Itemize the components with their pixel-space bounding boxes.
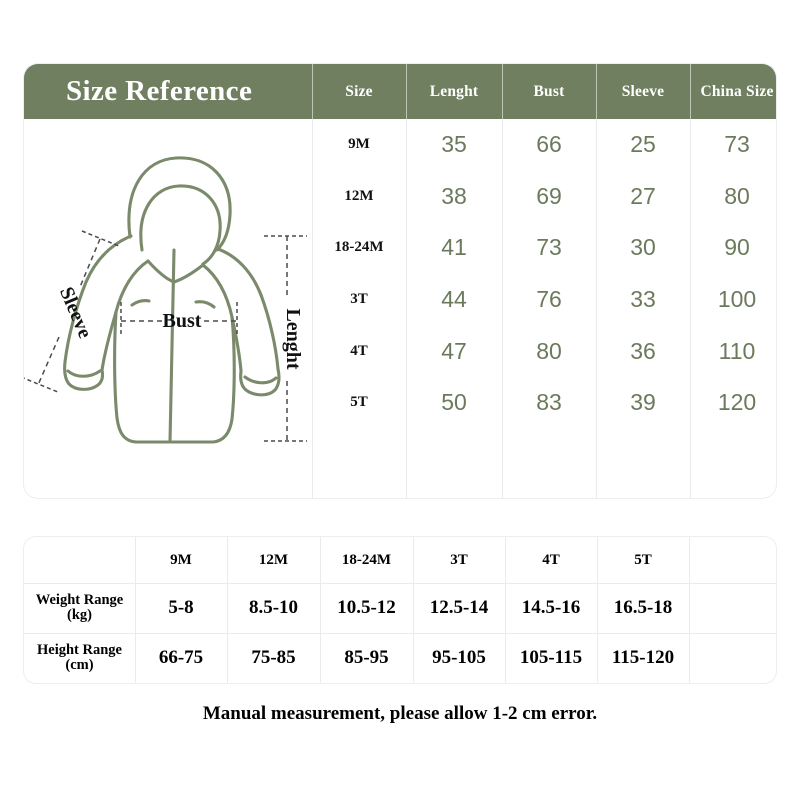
table-row-size: 3T <box>312 274 406 326</box>
bottom-column-header-12m: 12M <box>227 537 320 583</box>
page-title: Size Reference <box>66 75 253 107</box>
table-row-size: 4T <box>312 325 406 377</box>
height-value-9m: 66-75 <box>135 633 227 683</box>
manual-measurement-note: Manual measurement, please allow 1-2 cm … <box>202 703 598 724</box>
table-row-sleeve: 33 <box>596 274 690 326</box>
bust-annotation-label: Bust <box>163 310 202 332</box>
table-row-bust: 69 <box>502 171 596 223</box>
column-header-china-size: China Size <box>690 64 776 119</box>
weight-value-3t: 12.5-14 <box>413 583 505 633</box>
table-row-sleeve: 30 <box>596 222 690 274</box>
table-row-lenght: 38 <box>406 171 502 223</box>
height-value-18-24m: 85-95 <box>320 633 413 683</box>
height-value-3t: 95-105 <box>413 633 505 683</box>
bottom-column-header-9m: 9M <box>135 537 227 583</box>
size-reference-title: Size Reference <box>24 64 312 119</box>
bottom-column-header-3t: 3T <box>413 537 505 583</box>
table-filler-cell <box>502 429 596 498</box>
bottom-column-header-18-24m: 18-24M <box>320 537 413 583</box>
weight-value-5t: 16.5-18 <box>597 583 689 633</box>
table-row-china-size: 80 <box>690 171 776 223</box>
table-row-sleeve: 25 <box>596 119 690 171</box>
height-value-12m: 75-85 <box>227 633 320 683</box>
table-row-china-size: 73 <box>690 119 776 171</box>
column-header-bust: Bust <box>502 64 596 119</box>
weight-value-12m: 8.5-10 <box>227 583 320 633</box>
table-row-bust: 83 <box>502 377 596 429</box>
hooded-jacket-diagram: Bust Lenght <box>24 119 312 498</box>
table-row-size: 18-24M <box>312 222 406 274</box>
table-row-lenght: 47 <box>406 325 502 377</box>
height-value-5t: 115-120 <box>597 633 689 683</box>
table-row-china-size: 110 <box>690 325 776 377</box>
bottom-column-header-5t: 5T <box>597 537 689 583</box>
table-row-size: 5T <box>312 377 406 429</box>
bottom-column-header-4t: 4T <box>505 537 597 583</box>
table-row-lenght: 35 <box>406 119 502 171</box>
bottom-table-empty-column <box>689 537 776 583</box>
column-header-size: Size <box>312 64 406 119</box>
table-row-bust: 76 <box>502 274 596 326</box>
table-row-size: 12M <box>312 171 406 223</box>
bottom-table-empty-column <box>689 633 776 683</box>
table-row-sleeve: 27 <box>596 171 690 223</box>
sleeve-annotation-label: Sleeve <box>55 284 96 342</box>
table-filler-cell <box>406 429 502 498</box>
table-row-lenght: 50 <box>406 377 502 429</box>
lenght-annotation-label: Lenght <box>282 308 304 369</box>
weight-value-4t: 14.5-16 <box>505 583 597 633</box>
height-value-4t: 105-115 <box>505 633 597 683</box>
table-row-china-size: 100 <box>690 274 776 326</box>
table-filler-cell <box>690 429 776 498</box>
bottom-table-empty-column <box>689 583 776 633</box>
column-header-lenght: Lenght <box>406 64 502 119</box>
table-filler-cell <box>596 429 690 498</box>
row-label-height-range: Height Range (cm) <box>24 633 135 683</box>
table-row-lenght: 41 <box>406 222 502 274</box>
table-row-size: 9M <box>312 119 406 171</box>
weight-height-range-table: 9M 12M 18-24M 3T 4T 5T Weight Range (kg)… <box>24 537 776 683</box>
table-row-sleeve: 39 <box>596 377 690 429</box>
table-row-bust: 66 <box>502 119 596 171</box>
bottom-table-corner-cell <box>24 537 135 583</box>
table-filler-cell <box>312 429 406 498</box>
table-row-lenght: 44 <box>406 274 502 326</box>
table-row-bust: 80 <box>502 325 596 377</box>
size-reference-table: Size Reference Size Lenght Bust Sleeve C… <box>24 64 776 498</box>
table-row-bust: 73 <box>502 222 596 274</box>
weight-value-18-24m: 10.5-12 <box>320 583 413 633</box>
row-label-weight-range: Weight Range (kg) <box>24 583 135 633</box>
table-row-china-size: 120 <box>690 377 776 429</box>
table-row-sleeve: 36 <box>596 325 690 377</box>
table-row-china-size: 90 <box>690 222 776 274</box>
weight-value-9m: 5-8 <box>135 583 227 633</box>
jacket-illustration-svg: Bust Lenght <box>24 156 307 444</box>
column-header-sleeve: Sleeve <box>596 64 690 119</box>
